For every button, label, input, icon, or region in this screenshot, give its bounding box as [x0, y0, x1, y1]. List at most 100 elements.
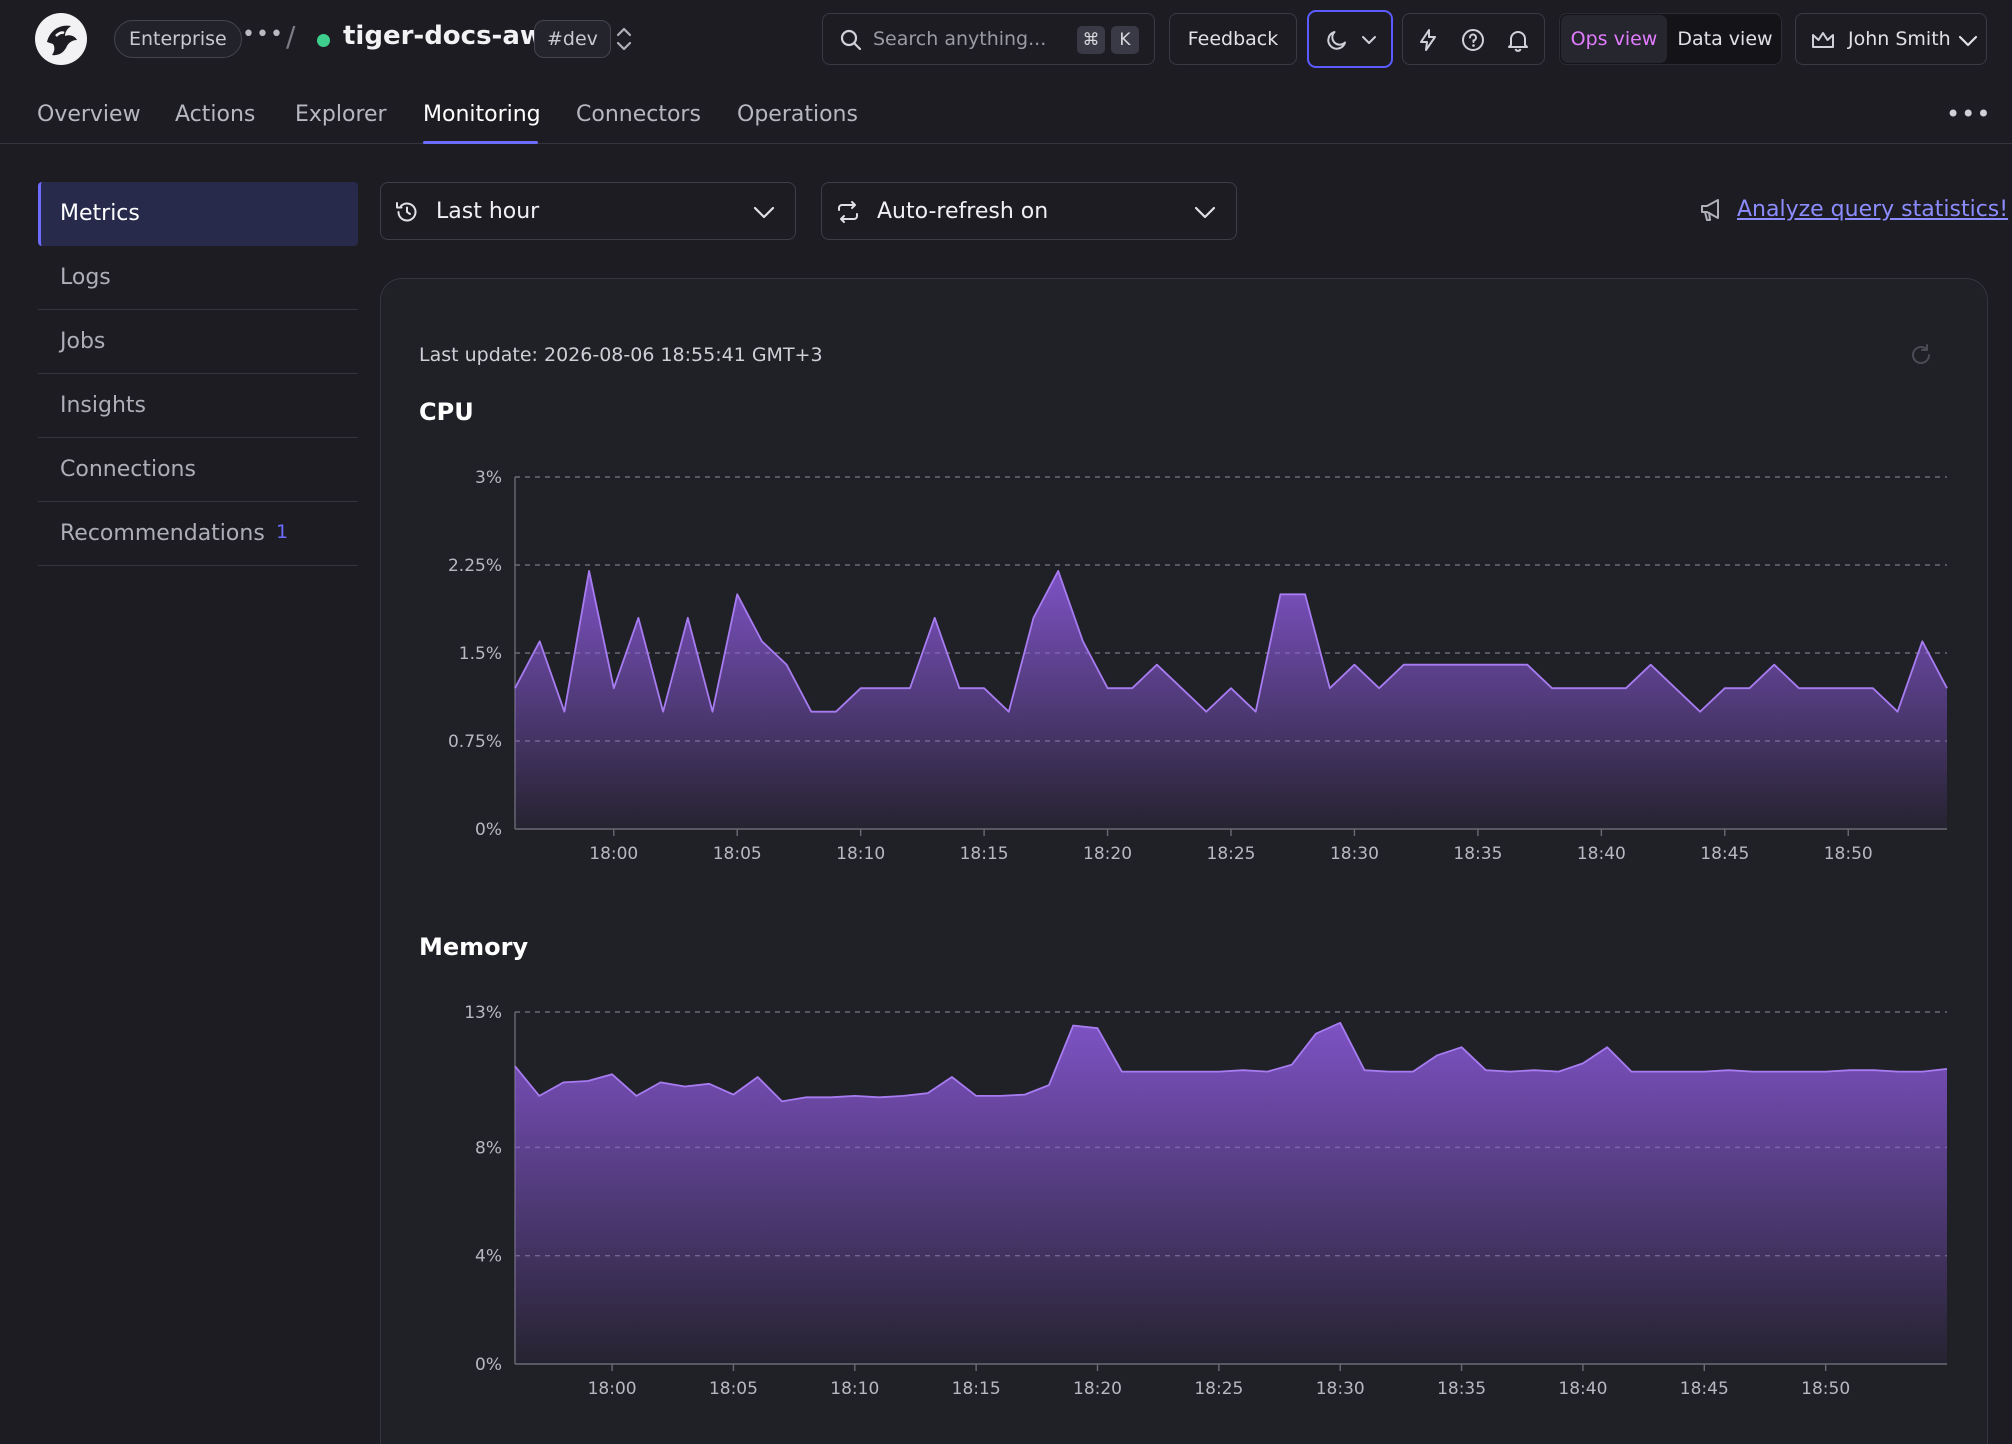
analyze-query-statistics-link[interactable]: Analyze query statistics!: [1737, 197, 2009, 222]
memory-chart-title: Memory: [419, 933, 529, 961]
cpu-series-line: [514, 570, 1948, 713]
cpu-x-tick-label: 18:15: [960, 844, 1009, 864]
feedback-button[interactable]: Feedback: [1169, 13, 1297, 65]
memory-chart: 0% 4% 8% 13% 18:00 18:05 18:10 18:15 18:20 18:25 1…: [464, 1003, 1948, 1399]
cpu-x-tick-label: 18:30: [1330, 844, 1379, 864]
more-projects-icon[interactable]: •••: [242, 22, 284, 47]
memory-x-tick-label: 18:40: [1558, 1379, 1607, 1399]
memory-y-tick-label: 13%: [464, 1003, 502, 1023]
cpu-chart-title: CPU: [419, 398, 474, 426]
sidebar-item-label: Metrics: [60, 201, 140, 226]
quick-actions-group: [1402, 13, 1545, 65]
plan-badge[interactable]: Enterprise: [114, 20, 242, 58]
cpu-area: [515, 570, 1947, 829]
user-menu-button[interactable]: John Smith: [1795, 13, 1987, 65]
sidebar-item-metrics[interactable]: Metrics: [38, 182, 358, 246]
shortcut-key-k: K: [1111, 26, 1139, 54]
auto-refresh-value: Auto-refresh on: [877, 199, 1049, 224]
search-box[interactable]: ⌘ K: [822, 13, 1155, 65]
memory-series-line: [514, 1021, 1948, 1103]
memory-y-tick-label: 8%: [475, 1138, 502, 1158]
lightning-icon[interactable]: [1415, 27, 1441, 53]
crown-icon: [1812, 32, 1834, 48]
environment-badge[interactable]: #dev: [534, 20, 611, 58]
cpu-x-tick-label: 18:10: [836, 844, 885, 864]
sidebar-item-recommendations[interactable]: Recommendations 1: [38, 502, 358, 566]
theme-toggle-button[interactable]: [1307, 10, 1393, 68]
sidebar-item-label: Insights: [60, 393, 147, 418]
refresh-arrows-icon: [838, 201, 858, 223]
cpu-x-tick-label: 18:35: [1453, 844, 1502, 864]
service-name[interactable]: tiger-docs-aws: [343, 21, 560, 51]
app-logo-icon[interactable]: [34, 12, 88, 66]
tab-actions[interactable]: Actions: [175, 102, 256, 127]
chevron-down-icon: [753, 206, 775, 219]
cpu-x-tick-label: 18:00: [589, 844, 638, 864]
view-switcher: Ops view Data view: [1559, 13, 1782, 65]
recommendations-count-badge: 1: [276, 521, 289, 543]
cpu-x-tick-label: 18:05: [713, 844, 762, 864]
cpu-x-tick-label: 18:20: [1083, 844, 1132, 864]
memory-y-tick-label: 0%: [475, 1355, 502, 1375]
breadcrumb-separator: /: [286, 20, 296, 53]
tab-monitoring[interactable]: Monitoring: [423, 102, 541, 127]
time-range-select[interactable]: Last hour: [380, 182, 796, 240]
cpu-x-tick-label: 18:40: [1577, 844, 1626, 864]
memory-x-tick-label: 18:15: [952, 1379, 1001, 1399]
service-status-icon: [317, 34, 330, 47]
search-icon: [839, 28, 863, 52]
cpu-y-tick-label: 0.75%: [448, 732, 502, 752]
help-icon[interactable]: [1460, 27, 1486, 53]
sidebar-item-label: Recommendations: [60, 521, 265, 546]
memory-x-tick-label: 18:50: [1801, 1379, 1850, 1399]
search-input[interactable]: [873, 24, 1073, 54]
sidebar-item-label: Jobs: [60, 329, 106, 354]
last-update-timestamp: Last update: 2026-08-06 18:55:41 GMT+3: [419, 344, 823, 366]
service-switcher-icon[interactable]: [612, 24, 636, 54]
cpu-y-tick-label: 2.25%: [448, 556, 502, 576]
tab-operations[interactable]: Operations: [737, 102, 858, 127]
memory-y-tick-label: 4%: [475, 1247, 502, 1267]
memory-x-tick-label: 18:30: [1316, 1379, 1365, 1399]
memory-x-tick-label: 18:25: [1194, 1379, 1243, 1399]
tab-overview[interactable]: Overview: [37, 102, 141, 127]
sidebar-item-jobs[interactable]: Jobs: [38, 310, 358, 374]
main-tabs: Overview Actions Explorer Monitoring Con…: [0, 80, 2012, 144]
memory-area: [515, 1022, 1947, 1364]
chevron-down-icon: [1958, 35, 1978, 47]
tab-explorer[interactable]: Explorer: [295, 102, 387, 127]
time-range-value: Last hour: [436, 199, 540, 224]
megaphone-icon: [1701, 199, 1719, 221]
auto-refresh-select[interactable]: Auto-refresh on: [821, 182, 1237, 240]
cpu-x-tick-label: 18:45: [1700, 844, 1749, 864]
memory-x-tick-label: 18:35: [1437, 1379, 1486, 1399]
tab-connectors[interactable]: Connectors: [576, 102, 701, 127]
memory-x-tick-label: 18:45: [1680, 1379, 1729, 1399]
sidebar-item-logs[interactable]: Logs: [38, 246, 358, 310]
cpu-y-tick-label: 0%: [475, 820, 502, 840]
cpu-x-tick-label: 18:50: [1824, 844, 1873, 864]
refresh-icon[interactable]: [1908, 342, 1934, 368]
user-name: John Smith: [1848, 28, 1951, 50]
sidebar-item-connections[interactable]: Connections: [38, 438, 358, 502]
chevron-down-icon: [1362, 36, 1376, 44]
memory-x-tick-label: 18:00: [588, 1379, 637, 1399]
sidebar-item-label: Logs: [60, 265, 111, 290]
more-options-icon[interactable]: •••: [1946, 100, 1992, 128]
cpu-x-tick-label: 18:25: [1207, 844, 1256, 864]
moon-icon: [1327, 31, 1346, 50]
sidebar-item-insights[interactable]: Insights: [38, 374, 358, 438]
chevron-down-icon: [1194, 206, 1216, 219]
cpu-chart: 0% 0.75% 1.5% 2.25% 3% 18:00 18:05 18:10 18:15 18…: [448, 468, 1948, 864]
active-tab-indicator: [423, 141, 538, 144]
cpu-y-tick-label: 1.5%: [459, 644, 502, 664]
cpu-y-tick-label: 3%: [475, 468, 502, 488]
history-icon: [396, 202, 417, 222]
data-view-button[interactable]: Data view: [1677, 28, 1773, 50]
memory-x-tick-label: 18:20: [1073, 1379, 1122, 1399]
memory-x-tick-label: 18:05: [709, 1379, 758, 1399]
bell-icon[interactable]: [1505, 27, 1531, 53]
memory-x-tick-label: 18:10: [830, 1379, 879, 1399]
sidebar-item-label: Connections: [60, 457, 196, 482]
ops-view-button[interactable]: Ops view: [1561, 15, 1667, 63]
